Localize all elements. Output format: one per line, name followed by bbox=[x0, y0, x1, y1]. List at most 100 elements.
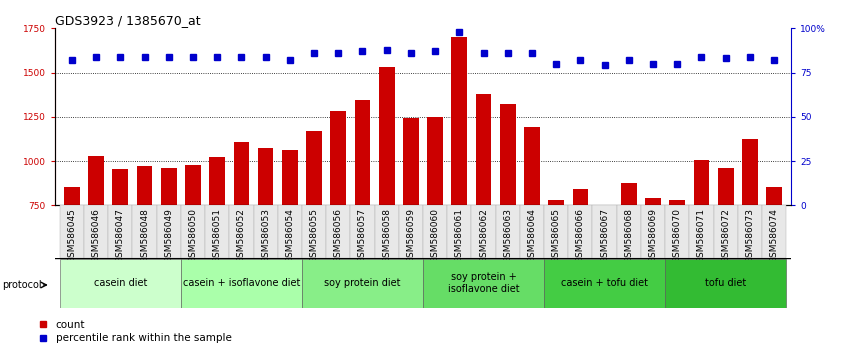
Bar bbox=[742, 139, 758, 205]
Text: GSM586063: GSM586063 bbox=[503, 208, 512, 263]
Bar bbox=[544, 205, 569, 258]
Text: soy protein +
isoflavone diet: soy protein + isoflavone diet bbox=[448, 272, 519, 294]
Text: GSM586055: GSM586055 bbox=[310, 208, 319, 263]
Bar bbox=[157, 205, 181, 258]
Text: GSM586053: GSM586053 bbox=[261, 208, 270, 263]
Bar bbox=[403, 118, 419, 205]
Text: GSM586057: GSM586057 bbox=[358, 208, 367, 263]
Text: GSM586058: GSM586058 bbox=[382, 208, 391, 263]
Bar bbox=[621, 183, 637, 205]
Bar bbox=[471, 205, 496, 258]
Bar bbox=[500, 104, 515, 205]
Text: GSM586069: GSM586069 bbox=[649, 208, 657, 263]
Bar bbox=[665, 259, 786, 308]
Bar bbox=[452, 37, 467, 205]
Text: casein + tofu diet: casein + tofu diet bbox=[561, 278, 648, 288]
Bar bbox=[475, 94, 492, 205]
Bar bbox=[302, 259, 423, 308]
Text: soy protein diet: soy protein diet bbox=[324, 278, 401, 288]
Bar bbox=[738, 205, 762, 258]
Text: casein + isoflavone diet: casein + isoflavone diet bbox=[183, 278, 300, 288]
Bar bbox=[448, 205, 471, 258]
Bar bbox=[64, 187, 80, 205]
Text: GSM586073: GSM586073 bbox=[745, 208, 755, 263]
Text: GSM586068: GSM586068 bbox=[624, 208, 634, 263]
Text: GSM586061: GSM586061 bbox=[455, 208, 464, 263]
Bar bbox=[161, 168, 177, 205]
Bar bbox=[375, 205, 398, 258]
Text: GSM586072: GSM586072 bbox=[721, 208, 730, 263]
Bar bbox=[717, 168, 733, 205]
Text: GSM586049: GSM586049 bbox=[164, 208, 173, 263]
Bar bbox=[229, 205, 254, 258]
Text: casein diet: casein diet bbox=[94, 278, 147, 288]
Text: GSM586051: GSM586051 bbox=[212, 208, 222, 263]
Text: GSM586062: GSM586062 bbox=[479, 208, 488, 263]
Bar bbox=[641, 205, 665, 258]
Bar bbox=[689, 205, 713, 258]
Bar bbox=[331, 111, 346, 205]
Bar bbox=[496, 205, 519, 258]
Text: GSM586045: GSM586045 bbox=[68, 208, 76, 263]
Bar bbox=[645, 198, 661, 205]
Text: GSM586070: GSM586070 bbox=[673, 208, 682, 263]
Text: GSM586056: GSM586056 bbox=[334, 208, 343, 263]
Bar bbox=[108, 205, 133, 258]
Bar bbox=[133, 205, 157, 258]
Text: GSM586074: GSM586074 bbox=[770, 208, 778, 263]
Bar bbox=[327, 205, 350, 258]
Bar bbox=[669, 200, 685, 205]
Text: GSM586050: GSM586050 bbox=[189, 208, 197, 263]
Bar bbox=[665, 205, 689, 258]
Bar bbox=[423, 205, 448, 258]
Text: GSM586066: GSM586066 bbox=[576, 208, 585, 263]
Text: GSM586064: GSM586064 bbox=[527, 208, 536, 263]
Bar bbox=[181, 205, 205, 258]
Text: GSM586059: GSM586059 bbox=[406, 208, 415, 263]
Bar bbox=[60, 205, 84, 258]
Bar bbox=[88, 156, 104, 205]
Bar bbox=[548, 200, 564, 205]
Bar bbox=[258, 148, 273, 205]
Bar bbox=[569, 205, 592, 258]
Bar bbox=[423, 259, 544, 308]
Bar bbox=[185, 165, 201, 205]
Bar bbox=[350, 205, 375, 258]
Text: GSM586047: GSM586047 bbox=[116, 208, 125, 263]
Bar bbox=[306, 131, 322, 205]
Text: protocol: protocol bbox=[2, 280, 41, 290]
Text: GSM586060: GSM586060 bbox=[431, 208, 440, 263]
Text: GDS3923 / 1385670_at: GDS3923 / 1385670_at bbox=[55, 14, 201, 27]
Text: GSM586052: GSM586052 bbox=[237, 208, 246, 263]
Bar bbox=[544, 259, 665, 308]
Bar bbox=[762, 205, 786, 258]
Bar bbox=[766, 187, 782, 205]
Bar bbox=[354, 100, 371, 205]
Bar bbox=[519, 205, 544, 258]
Bar bbox=[524, 127, 540, 205]
Text: GSM586067: GSM586067 bbox=[600, 208, 609, 263]
Text: GSM586048: GSM586048 bbox=[140, 208, 149, 263]
Bar bbox=[379, 67, 394, 205]
Bar bbox=[427, 117, 443, 205]
Bar bbox=[573, 188, 588, 205]
Bar bbox=[209, 156, 225, 205]
Text: GSM586054: GSM586054 bbox=[285, 208, 294, 263]
Text: GSM586046: GSM586046 bbox=[91, 208, 101, 263]
Bar bbox=[592, 205, 617, 258]
Bar bbox=[205, 205, 229, 258]
Bar bbox=[398, 205, 423, 258]
Bar bbox=[694, 160, 709, 205]
Bar bbox=[277, 205, 302, 258]
Legend: count, percentile rank within the sample: count, percentile rank within the sample bbox=[39, 320, 232, 343]
Bar bbox=[713, 205, 738, 258]
Bar bbox=[84, 205, 108, 258]
Bar bbox=[113, 169, 129, 205]
Bar bbox=[137, 166, 152, 205]
Bar bbox=[60, 259, 181, 308]
Bar bbox=[282, 149, 298, 205]
Bar bbox=[302, 205, 327, 258]
Bar bbox=[233, 142, 250, 205]
Bar bbox=[617, 205, 641, 258]
Text: GSM586065: GSM586065 bbox=[552, 208, 561, 263]
